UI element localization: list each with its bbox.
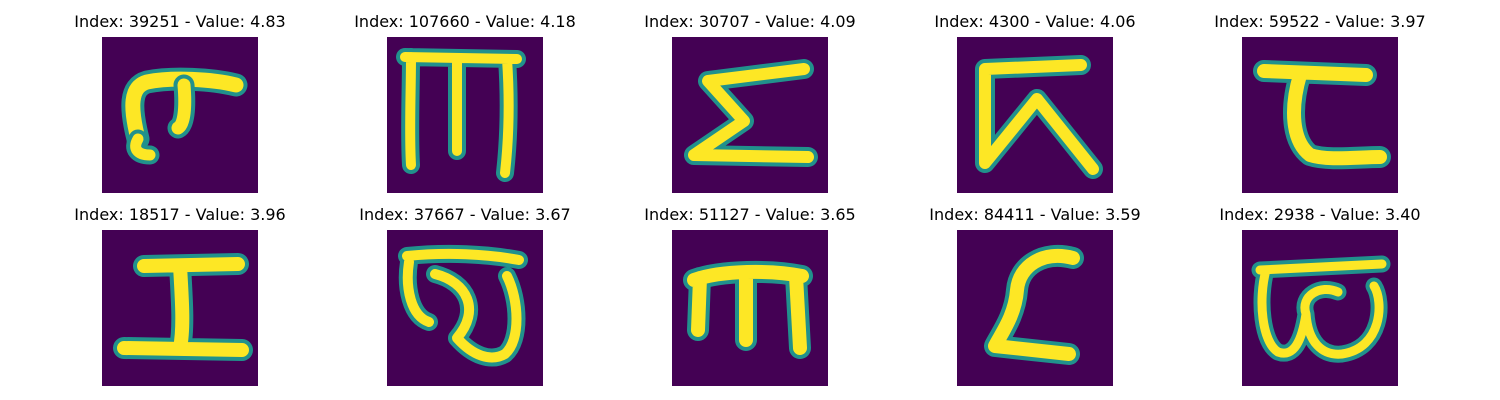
- glyph-strokes: [398, 244, 528, 367]
- character-image: [102, 37, 258, 193]
- panel-title: Index: 107660 - Value: 4.18: [354, 12, 576, 31]
- panel-title: Index: 37667 - Value: 3.67: [359, 205, 571, 224]
- image-panel: Index: 37667 - Value: 3.67: [345, 203, 585, 393]
- image-panel: Index: 84411 - Value: 3.59: [915, 203, 1155, 393]
- panel-title: Index: 51127 - Value: 3.65: [644, 205, 856, 224]
- image-panel: Index: 4300 - Value: 4.06: [915, 10, 1155, 200]
- panel-title: Index: 84411 - Value: 3.59: [929, 205, 1141, 224]
- glyph-strokes: [683, 260, 813, 359]
- panel-title: Index: 30707 - Value: 4.09: [644, 12, 856, 31]
- glyph-strokes: [975, 55, 1103, 179]
- panel-title: Index: 4300 - Value: 4.06: [934, 12, 1136, 31]
- image-panel: Index: 2938 - Value: 3.40: [1200, 203, 1440, 393]
- character-image: [672, 37, 828, 193]
- character-image: [387, 230, 543, 386]
- panel-title: Index: 18517 - Value: 3.96: [74, 205, 286, 224]
- character-image: [1242, 37, 1398, 193]
- glyph-strokes: [984, 244, 1084, 365]
- character-image: [957, 230, 1113, 386]
- panel-title: Index: 59522 - Value: 3.97: [1214, 12, 1426, 31]
- image-panel: Index: 107660 - Value: 4.18: [345, 10, 585, 200]
- image-panel: Index: 39251 - Value: 4.83: [60, 10, 300, 200]
- glyph-strokes: [684, 59, 818, 167]
- panel-title: Index: 39251 - Value: 4.83: [74, 12, 286, 31]
- glyph-strokes: [396, 48, 526, 182]
- glyph-strokes: [121, 67, 248, 165]
- character-image: [672, 230, 828, 386]
- character-image: [102, 230, 258, 386]
- image-panel: Index: 30707 - Value: 4.09: [630, 10, 870, 200]
- character-image: [1242, 230, 1398, 386]
- character-image: [957, 37, 1113, 193]
- image-panel: Index: 51127 - Value: 3.65: [630, 203, 870, 393]
- panel-title: Index: 2938 - Value: 3.40: [1219, 205, 1421, 224]
- glyph-strokes: [113, 253, 253, 361]
- glyph-strokes: [1251, 255, 1391, 363]
- image-panel: Index: 18517 - Value: 3.96: [60, 203, 300, 393]
- character-image: [387, 37, 543, 193]
- image-panel: Index: 59522 - Value: 3.97: [1200, 10, 1440, 200]
- glyph-strokes: [1253, 60, 1391, 170]
